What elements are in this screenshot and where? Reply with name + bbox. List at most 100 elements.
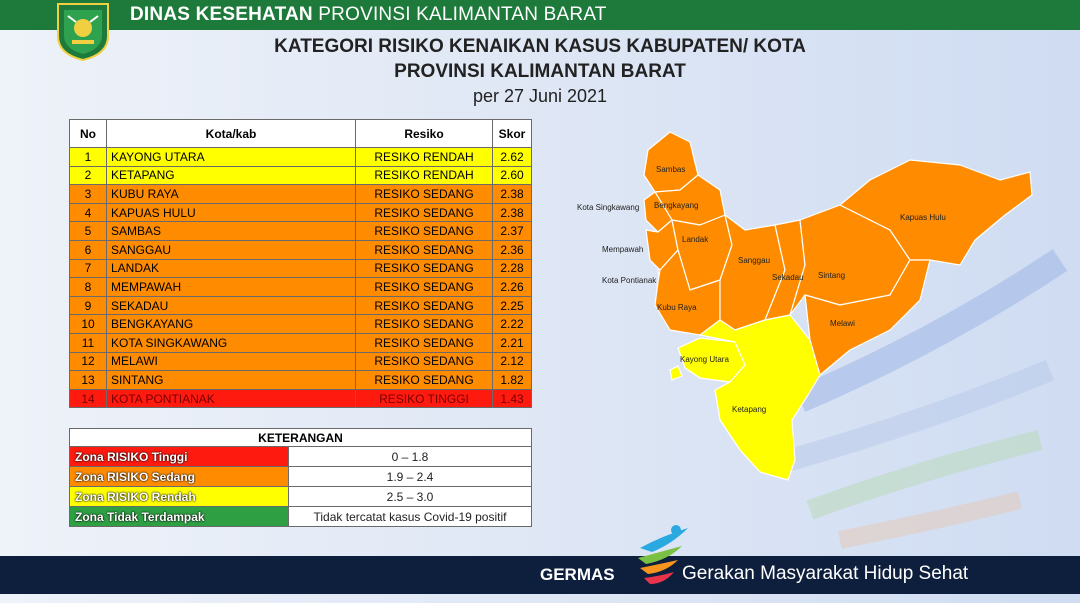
- map-label-melawi: Melawi: [830, 319, 855, 328]
- row-risk: RESIKO SEDANG: [355, 277, 493, 297]
- row-score: 2.28: [492, 258, 532, 279]
- decorative-swirl: [786, 249, 1068, 549]
- map-region-ketapang: [699, 314, 821, 481]
- row-score: 2.38: [492, 184, 532, 204]
- map-label-landak: Landak: [682, 235, 709, 244]
- row-risk: RESIKO RENDAH: [355, 147, 493, 167]
- row-no: 1: [69, 147, 107, 167]
- row-risk: RESIKO SEDANG: [355, 221, 493, 241]
- table-row: 12 MELAWI RESIKO SEDANG 2.12: [69, 351, 532, 372]
- legend-range-medium: 1.9 – 2.4: [288, 466, 532, 487]
- map-label-ketapang: Ketapang: [732, 405, 766, 414]
- footer-bar: GERMAS Gerakan Masyarakat Hidup Sehat: [0, 556, 1080, 594]
- row-no: 2: [69, 165, 107, 186]
- legend-row: Zona RISIKO Tinggi 0 – 1.8: [69, 446, 532, 467]
- row-score: 2.21: [492, 332, 532, 353]
- row-name: SAMBAS: [106, 221, 356, 241]
- legend-zone-low: Zona RISIKO Rendah: [69, 486, 289, 507]
- row-no: 8: [69, 277, 107, 297]
- row-risk: RESIKO SEDANG: [355, 332, 493, 353]
- table-row: 9 SEKADAU RESIKO SEDANG 2.25: [69, 295, 532, 316]
- row-score: 2.22: [492, 314, 532, 334]
- agency-title: DINAS KESEHATAN PROVINSI KALIMANTAN BARA…: [130, 4, 607, 26]
- germas-slogan: Gerakan Masyarakat Hidup Sehat: [682, 563, 969, 584]
- map-label-kota-singkawang: Kota Singkawang: [577, 203, 639, 212]
- row-risk: RESIKO SEDANG: [355, 295, 493, 316]
- row-name: KOTA SINGKAWANG: [106, 332, 356, 353]
- row-no: 9: [69, 295, 107, 316]
- row-risk: RESIKO SEDANG: [355, 184, 493, 204]
- row-name: KOTA PONTIANAK: [106, 388, 356, 409]
- map-label-kota-pontianak: Kota Pontianak: [602, 276, 657, 285]
- row-risk: RESIKO SEDANG: [355, 314, 493, 334]
- table-row: 4 KAPUAS HULU RESIKO SEDANG 2.38: [69, 202, 532, 223]
- table-row: 6 SANGGAU RESIKO SEDANG 2.36: [69, 239, 532, 260]
- page-subtitle: PROVINSI KALIMANTAN BARAT: [394, 61, 686, 82]
- row-name: SANGGAU: [106, 239, 356, 260]
- row-no: 3: [69, 184, 107, 204]
- table-header-row: No Kota/kab Resiko Skor: [69, 119, 532, 148]
- row-score: 2.62: [492, 147, 532, 167]
- legend-table: KETERANGAN Zona RISIKO Tinggi 0 – 1.8 Zo…: [69, 428, 532, 527]
- row-no: 13: [69, 370, 107, 390]
- map-island: [669, 365, 683, 381]
- row-no: 10: [69, 314, 107, 334]
- row-score: 1.43: [492, 388, 532, 409]
- row-name: KAPUAS HULU: [106, 202, 356, 223]
- row-no: 7: [69, 258, 107, 279]
- map-label-sanggau: Sanggau: [738, 256, 770, 265]
- legend-range-unaffected: Tidak tercatat kasus Covid-19 positif: [288, 506, 532, 527]
- row-no: 14: [69, 388, 107, 409]
- agency-name: DINAS KESEHATAN: [130, 4, 313, 25]
- row-risk: RESIKO SEDANG: [355, 258, 493, 279]
- risk-table: No Kota/kab Resiko Skor 1 KAYONG UTARA RES…: [69, 119, 532, 409]
- table-row: 2 KETAPANG RESIKO RENDAH 2.60: [69, 165, 532, 186]
- map-label-kapuas-hulu: Kapuas Hulu: [900, 213, 946, 222]
- legend-title: KETERANGAN: [69, 428, 532, 447]
- table-row: 13 SINTANG RESIKO SEDANG 1.82: [69, 370, 532, 390]
- col-risk: Resiko: [355, 119, 493, 148]
- legend-zone-unaffected: Zona Tidak Terdampak: [69, 506, 289, 527]
- row-score: 2.60: [492, 165, 532, 186]
- table-row: 5 SAMBAS RESIKO SEDANG 2.37: [69, 221, 532, 241]
- map-label-mempawah: Mempawah: [602, 245, 643, 254]
- row-score: 2.36: [492, 239, 532, 260]
- row-risk: RESIKO TINGGI: [355, 388, 493, 409]
- row-no: 4: [69, 202, 107, 223]
- row-name: KAYONG UTARA: [106, 147, 356, 167]
- col-name: Kota/kab: [106, 119, 356, 148]
- legend-row: Zona RISIKO Rendah 2.5 – 3.0: [69, 486, 532, 507]
- table-row: 8 MEMPAWAH RESIKO SEDANG 2.26: [69, 277, 532, 297]
- row-score: 2.37: [492, 221, 532, 241]
- row-score: 2.26: [492, 277, 532, 297]
- row-score: 2.12: [492, 351, 532, 372]
- province-emblem-icon: [57, 3, 109, 62]
- row-risk: RESIKO RENDAH: [355, 165, 493, 186]
- map-label-sintang: Sintang: [818, 271, 845, 280]
- legend-range-low: 2.5 – 3.0: [288, 486, 532, 507]
- map-label-sambas: Sambas: [656, 165, 685, 174]
- table-row: 10 BENGKAYANG RESIKO SEDANG 2.22: [69, 314, 532, 334]
- table-row: 11 KOTA SINGKAWANG RESIKO SEDANG 2.21: [69, 332, 532, 353]
- row-risk: RESIKO SEDANG: [355, 239, 493, 260]
- row-no: 5: [69, 221, 107, 241]
- row-name: BENGKAYANG: [106, 314, 356, 334]
- table-row: 14 KOTA PONTIANAK RESIKO TINGGI 1.43: [69, 388, 532, 409]
- table-row: 3 KUBU RAYA RESIKO SEDANG 2.38: [69, 184, 532, 204]
- map-label-kayong-utara: Kayong Utara: [680, 355, 729, 364]
- legend-row: Zona RISIKO Sedang 1.9 – 2.4: [69, 466, 532, 487]
- map-label-bengkayang: Bengkayang: [654, 201, 698, 210]
- agency-province: PROVINSI KALIMANTAN BARAT: [318, 4, 607, 25]
- map-label-kubu-raya: Kubu Raya: [657, 303, 697, 312]
- col-no: No: [69, 119, 107, 148]
- row-score: 2.38: [492, 202, 532, 223]
- col-score: Skor: [492, 119, 532, 148]
- table-row: 1 KAYONG UTARA RESIKO RENDAH 2.62: [69, 147, 532, 167]
- legend-range-high: 0 – 1.8: [288, 446, 532, 467]
- row-name: MEMPAWAH: [106, 277, 356, 297]
- germas-logo-icon: [638, 525, 688, 584]
- report-date: per 27 Juni 2021: [472, 86, 608, 106]
- province-map: Sambas Kota Singkawang Bengkayang Mempaw…: [577, 131, 1033, 481]
- row-score: 2.25: [492, 295, 532, 316]
- row-name: LANDAK: [106, 258, 356, 279]
